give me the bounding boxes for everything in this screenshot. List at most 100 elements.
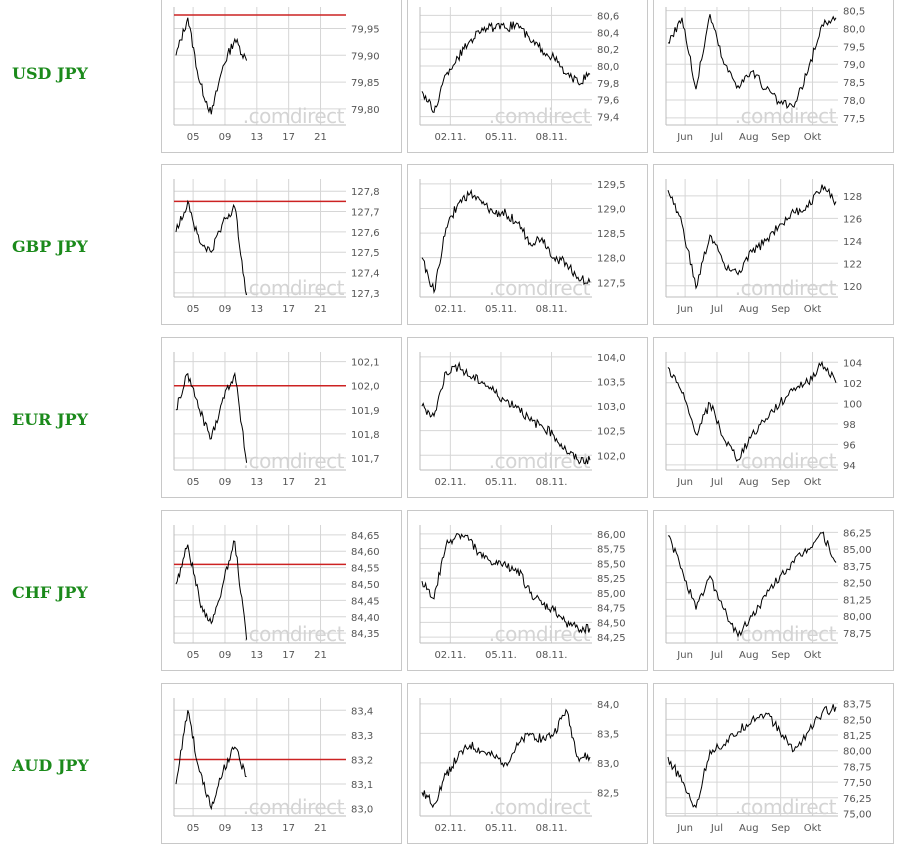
chart-eur-jpy-week[interactable]: 02.11. 05.11. 08.11. 104,0 103,5 103,0 102,5 10…	[407, 337, 648, 498]
chart-usd-jpy-6m[interactable]: Jun Jul Aug Sep Okt 80,5 80,0 79,5 79,0 78,5 78,0 7…	[653, 0, 894, 153]
y-tick-label: 83,0	[597, 759, 619, 770]
chart-chf-jpy-day[interactable]: 05 09 13 17 21 84,65 84,60 84,55 84,50 84,45 84,40…	[161, 510, 402, 671]
y-tick-label: 101,8	[351, 430, 380, 441]
watermark: .comdirect	[489, 276, 591, 300]
y-tick-label: 77,5	[843, 114, 865, 125]
y-tick-label: 83,1	[351, 780, 373, 791]
y-tick-label: 79,5	[843, 42, 865, 53]
x-tick-label: 05	[187, 650, 200, 661]
chart-svg: Jun Jul Aug Sep Okt 83,75 82,50 81,25 80,00 78,75…	[665, 698, 872, 834]
chart-eur-jpy-day[interactable]: 05 09 13 17 21 102,1 102,0 101,9 101,8 101,7 .comd…	[161, 337, 402, 498]
y-tick-label: 81,25	[843, 731, 872, 742]
x-tick-label: Okt	[804, 650, 822, 661]
y-tick-label: 128,0	[597, 254, 626, 265]
x-tick-label: 05.11.	[485, 823, 517, 834]
x-tick-label: Jun	[676, 132, 693, 143]
pair-label-eur-jpy: EUR JPY	[12, 410, 89, 429]
y-tick-label: 78,0	[843, 96, 865, 107]
y-tick-label: 80,0	[843, 24, 865, 35]
chart-svg: Jun Jul Aug Sep Okt 86,25 85,00 83,75 82,50 81,25…	[665, 525, 872, 661]
y-tick-label: 127,5	[597, 278, 626, 289]
chart-gbp-jpy-6m[interactable]: Jun Jul Aug Sep Okt 128 126 124 122 120 .comdirect	[653, 164, 894, 325]
chart-svg: 02.11. 05.11. 08.11. 129,5 129,0 128,5 128,0 12…	[419, 179, 626, 315]
x-tick-label: 17	[282, 650, 295, 661]
chart-aud-jpy-6m[interactable]: Jun Jul Aug Sep Okt 83,75 82,50 81,25 80,00 78,75…	[653, 683, 894, 844]
x-tick-label: 05.11.	[485, 304, 517, 315]
pair-label-aud-jpy: AUD JPY	[12, 756, 89, 775]
y-tick-label: 84,50	[351, 580, 380, 591]
x-tick-label: 08.11.	[536, 823, 568, 834]
x-tick-label: 09	[219, 823, 232, 834]
x-tick-label: 05	[187, 132, 200, 143]
x-tick-label: 21	[314, 132, 327, 143]
watermark: .comdirect	[735, 104, 837, 128]
chart-usd-jpy-day[interactable]: 05 09 13 17 21 79,95 79,90 79,85 79,80 .comdirect	[161, 0, 402, 153]
x-tick-label: Jun	[676, 477, 693, 488]
watermark: .comdirect	[735, 449, 837, 473]
watermark: .comdirect	[489, 795, 591, 819]
chart-svg: Jun Jul Aug Sep Okt 80,5 80,0 79,5 79,0 78,5 78,0 7…	[665, 7, 865, 143]
x-tick-label: 17	[282, 304, 295, 315]
y-tick-label: 84,40	[351, 613, 380, 624]
y-tick-label: 80,5	[843, 7, 865, 18]
chart-aud-jpy-day[interactable]: 05 09 13 17 21 83,4 83,3 83,2 83,1 83,0 .comdirect	[161, 683, 402, 844]
y-tick-label: 101,7	[351, 454, 380, 465]
x-tick-label: Sep	[771, 823, 790, 834]
y-tick-label: 84,25	[597, 633, 626, 644]
y-tick-label: 83,5	[597, 729, 619, 740]
y-tick-label: 98	[843, 420, 856, 431]
y-tick-label: 79,8	[597, 79, 619, 90]
x-tick-label: 05.11.	[485, 477, 517, 488]
y-tick-label: 76,25	[843, 794, 872, 805]
y-tick-label: 78,5	[843, 78, 865, 89]
price-line	[175, 199, 248, 296]
x-tick-label: Okt	[804, 304, 822, 315]
chart-chf-jpy-week[interactable]: 02.11. 05.11. 08.11. 86,00 85,75 85,50 85,25 85…	[407, 510, 648, 671]
y-tick-label: 86,00	[597, 530, 626, 541]
y-tick-label: 80,6	[597, 11, 619, 22]
y-tick-label: 83,2	[351, 755, 373, 766]
chart-svg: 02.11. 05.11. 08.11. 84,0 83,5 83,0 82,5 .comdi…	[419, 698, 619, 834]
y-tick-label: 80,4	[597, 28, 619, 39]
x-tick-label: 21	[314, 823, 327, 834]
y-tick-label: 84,0	[597, 700, 619, 711]
x-tick-label: 08.11.	[536, 477, 568, 488]
y-tick-label: 104,0	[597, 353, 626, 364]
y-tick-label: 80,0	[597, 62, 619, 73]
chart-eur-jpy-6m[interactable]: Jun Jul Aug Sep Okt 104 102 100 98 96 94 .comdirect	[653, 337, 894, 498]
watermark: .comdirect	[243, 449, 345, 473]
y-tick-label: 129,5	[597, 180, 626, 191]
y-tick-label: 83,3	[351, 731, 373, 742]
price-line	[667, 531, 837, 639]
watermark: .comdirect	[243, 795, 345, 819]
chart-usd-jpy-week[interactable]: 02.11. 05.11. 08.11. 80,6 80,4 80,2 80,0 79,8 79…	[407, 0, 648, 153]
y-tick-label: 129,0	[597, 205, 626, 216]
y-tick-label: 83,4	[351, 706, 373, 717]
y-tick-label: 75,00	[843, 809, 872, 820]
x-tick-label: 21	[314, 650, 327, 661]
y-tick-label: 82,50	[843, 579, 872, 590]
pair-label-gbp-jpy: GBP JPY	[12, 237, 88, 256]
x-tick-label: Okt	[804, 477, 822, 488]
chart-gbp-jpy-day[interactable]: 05 09 13 17 21 127,8 127,7 127,6 127,5 127,4 127,3…	[161, 164, 402, 325]
y-tick-label: 82,50	[843, 715, 872, 726]
watermark: .comdirect	[243, 104, 345, 128]
x-tick-label: Aug	[739, 477, 759, 488]
price-line	[421, 188, 591, 295]
x-tick-label: 17	[282, 823, 295, 834]
y-tick-label: 79,6	[597, 96, 619, 107]
y-tick-label: 102,0	[597, 451, 626, 462]
chart-gbp-jpy-week[interactable]: 02.11. 05.11. 08.11. 129,5 129,0 128,5 128,0 12…	[407, 164, 648, 325]
chart-svg: 05 09 13 17 21 84,65 84,60 84,55 84,50 84,45 84,40…	[173, 525, 380, 661]
x-tick-label: 17	[282, 477, 295, 488]
x-tick-label: Jul	[710, 132, 723, 143]
y-tick-label: 103,5	[597, 378, 626, 389]
chart-chf-jpy-6m[interactable]: Jun Jul Aug Sep Okt 86,25 85,00 83,75 82,50 81,25…	[653, 510, 894, 671]
y-tick-label: 122	[843, 259, 862, 270]
y-tick-label: 79,90	[351, 51, 380, 62]
x-tick-label: 09	[219, 477, 232, 488]
y-tick-label: 84,60	[351, 547, 380, 558]
price-line	[667, 360, 837, 462]
x-tick-label: Sep	[771, 477, 790, 488]
chart-aud-jpy-week[interactable]: 02.11. 05.11. 08.11. 84,0 83,5 83,0 82,5 .comdi…	[407, 683, 648, 844]
